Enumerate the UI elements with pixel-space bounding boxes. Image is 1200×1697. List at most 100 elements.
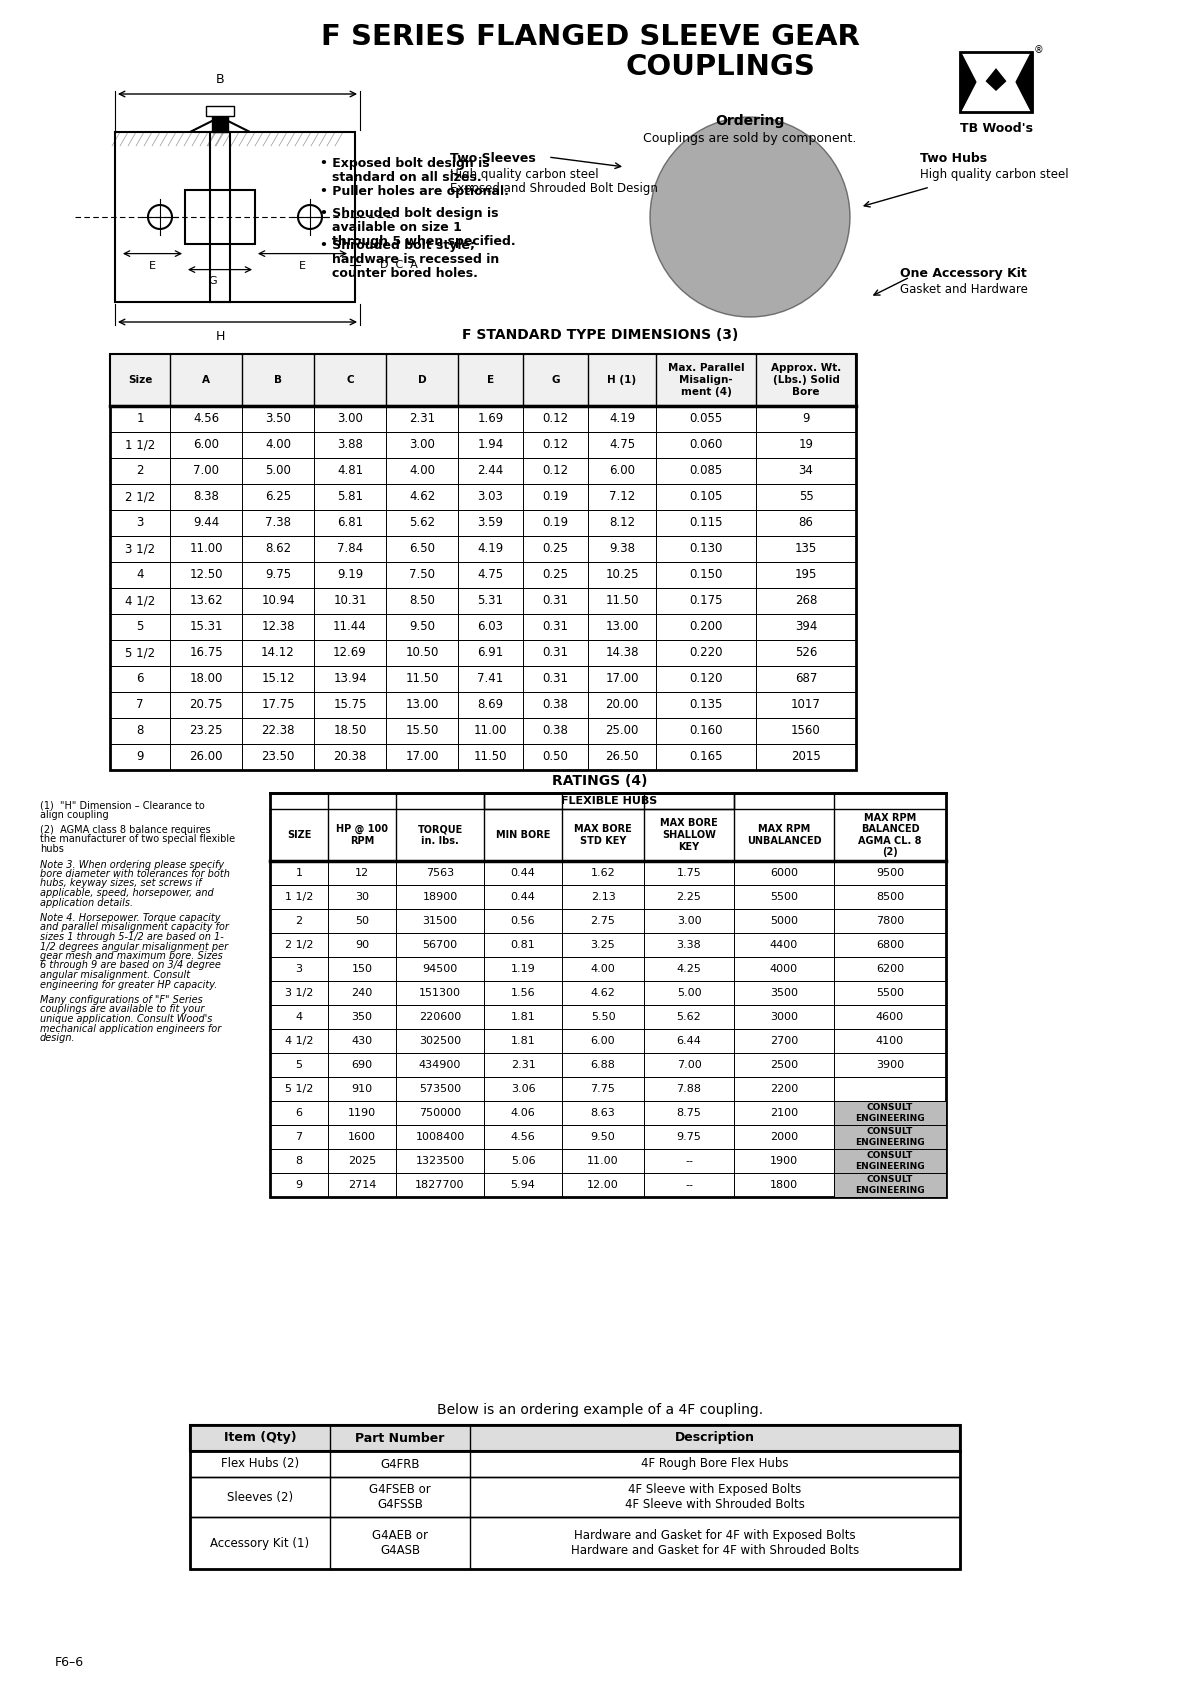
Text: 195: 195 [794,568,817,582]
Bar [834,1173,946,1196]
Text: 5: 5 [295,1061,302,1071]
Text: High quality carbon steel: High quality carbon steel [450,168,599,182]
Text: 5.00: 5.00 [677,988,701,998]
Bar [110,458,856,484]
Text: 6200: 6200 [876,964,904,974]
Text: 5.00: 5.00 [265,465,290,477]
Text: High quality carbon steel: High quality carbon steel [920,168,1069,182]
Text: 0.115: 0.115 [689,516,722,529]
Bar [110,536,856,562]
Text: 0.38: 0.38 [542,725,569,738]
Text: 4.56: 4.56 [511,1132,535,1142]
Text: 15.31: 15.31 [190,621,223,633]
Text: 11.00: 11.00 [190,543,223,555]
Text: 6: 6 [137,672,144,686]
Bar [185,190,256,244]
Text: 31500: 31500 [422,916,457,927]
Bar [270,1149,946,1173]
Text: unique application. Consult Wood's: unique application. Consult Wood's [40,1015,212,1023]
Text: Approx. Wt.
(Lbs.) Solid
Bore: Approx. Wt. (Lbs.) Solid Bore [770,363,841,397]
Polygon shape [962,53,1030,87]
Text: 0.31: 0.31 [542,594,569,608]
Text: 4.25: 4.25 [677,964,702,974]
Text: 8.62: 8.62 [265,543,292,555]
Text: Description: Description [674,1432,755,1444]
Text: 1800: 1800 [770,1179,798,1190]
Text: 0.160: 0.160 [689,725,722,738]
Text: 4.75: 4.75 [478,568,504,582]
Text: 15.75: 15.75 [334,699,367,711]
Bar [960,53,1032,112]
Text: HP @ 100
RPM: HP @ 100 RPM [336,825,388,845]
Text: Ordering: Ordering [715,114,785,127]
Text: 690: 690 [352,1061,372,1071]
Text: 268: 268 [794,594,817,608]
Text: 86: 86 [798,516,814,529]
Text: MIN BORE: MIN BORE [496,830,550,840]
Text: Max. Parallel
Misalign-
ment (4): Max. Parallel Misalign- ment (4) [667,363,744,397]
Text: 6.50: 6.50 [409,543,436,555]
Text: 434900: 434900 [419,1061,461,1071]
Text: TORQUE
in. lbs.: TORQUE in. lbs. [418,825,463,845]
Text: G4FRB: G4FRB [380,1458,420,1471]
Text: 8: 8 [295,1156,302,1166]
Bar [270,1101,946,1125]
Text: mechanical application engineers for: mechanical application engineers for [40,1023,221,1033]
Text: 19: 19 [798,438,814,451]
Bar [210,132,355,302]
Text: 1.81: 1.81 [511,1035,535,1045]
Text: Part Number: Part Number [355,1432,445,1444]
Text: E: E [149,261,156,270]
Text: 0.31: 0.31 [542,621,569,633]
Text: 2.44: 2.44 [478,465,504,477]
Text: 573500: 573500 [419,1084,461,1095]
Text: Many configurations of "F" Series: Many configurations of "F" Series [40,994,203,1005]
Text: 5.31: 5.31 [478,594,504,608]
Text: 4.06: 4.06 [511,1108,535,1118]
Text: 6000: 6000 [770,867,798,877]
Text: 7563: 7563 [426,867,454,877]
Text: RATINGS (4): RATINGS (4) [552,774,648,787]
Text: 13.62: 13.62 [190,594,223,608]
Text: 0.165: 0.165 [689,750,722,764]
Text: couplings are available to fit your: couplings are available to fit your [40,1005,204,1015]
Text: angular misalignment. Consult: angular misalignment. Consult [40,971,190,979]
Text: 11.44: 11.44 [334,621,367,633]
Bar [270,809,946,860]
Text: 11.00: 11.00 [587,1156,619,1166]
Text: 135: 135 [794,543,817,555]
Text: C: C [346,375,354,385]
Bar [110,355,856,406]
Bar [115,132,230,302]
Text: hardware is recessed in: hardware is recessed in [332,253,499,266]
Text: 394: 394 [794,621,817,633]
Bar [110,562,856,587]
Text: 9: 9 [803,412,810,426]
Text: 6: 6 [295,1108,302,1118]
Bar [834,1101,946,1125]
Bar [110,665,856,692]
Text: 3.00: 3.00 [677,916,701,927]
Text: 0.50: 0.50 [542,750,569,764]
Text: 14.12: 14.12 [262,647,295,660]
Text: 18.50: 18.50 [334,725,367,738]
Text: 15.50: 15.50 [406,725,439,738]
Text: 7.84: 7.84 [337,543,364,555]
Circle shape [650,117,850,317]
Text: 4.56: 4.56 [193,412,220,426]
Text: CONSULT
ENGINEERING: CONSULT ENGINEERING [856,1127,925,1147]
Text: 4400: 4400 [770,940,798,950]
Text: 8: 8 [137,725,144,738]
Text: 8.38: 8.38 [193,490,218,504]
Text: 1 1/2: 1 1/2 [125,438,155,451]
Text: 1190: 1190 [348,1108,376,1118]
Text: 0.200: 0.200 [689,621,722,633]
Text: Size: Size [128,375,152,385]
Text: 2700: 2700 [770,1035,798,1045]
Text: F SERIES FLANGED SLEEVE GEAR: F SERIES FLANGED SLEEVE GEAR [320,24,859,51]
Text: Couplings are sold by component.: Couplings are sold by component. [643,132,857,144]
Text: 1827700: 1827700 [415,1179,464,1190]
Text: 22.38: 22.38 [262,725,295,738]
Text: 350: 350 [352,1011,372,1022]
Text: 9.50: 9.50 [590,1132,616,1142]
